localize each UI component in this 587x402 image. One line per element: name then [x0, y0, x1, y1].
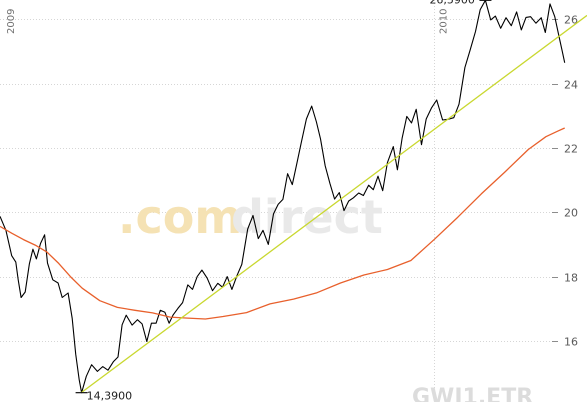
- year-label: 2009: [6, 9, 17, 34]
- trendline-line: [81, 14, 587, 393]
- watermark: .com direct: [118, 190, 383, 244]
- high-label: 26,5900: [429, 0, 475, 6]
- price-line: [0, 0, 566, 394]
- year-label: 2010: [439, 9, 450, 34]
- moving-average-line: [0, 127, 565, 320]
- watermark-com: .com: [118, 190, 242, 244]
- chart-grid: [0, 0, 556, 402]
- y-tick-label: 18: [564, 272, 578, 285]
- y-axis: 16 18 20 22 24 26: [552, 14, 578, 349]
- y-tick-label: 24: [564, 79, 578, 92]
- watermark-direct: direct: [231, 190, 383, 244]
- x-axis-years: 2009 2010: [6, 9, 450, 34]
- y-tick-label: 26: [564, 14, 578, 27]
- y-tick-label: 16: [564, 336, 578, 349]
- ticker-watermark: GWI1.ETR: [412, 385, 533, 402]
- low-label: 14,3900: [87, 390, 133, 402]
- annotations: 14,3900 26,5900: [75, 0, 492, 402]
- y-tick-label: 22: [564, 143, 578, 156]
- y-tick-label: 20: [564, 207, 578, 220]
